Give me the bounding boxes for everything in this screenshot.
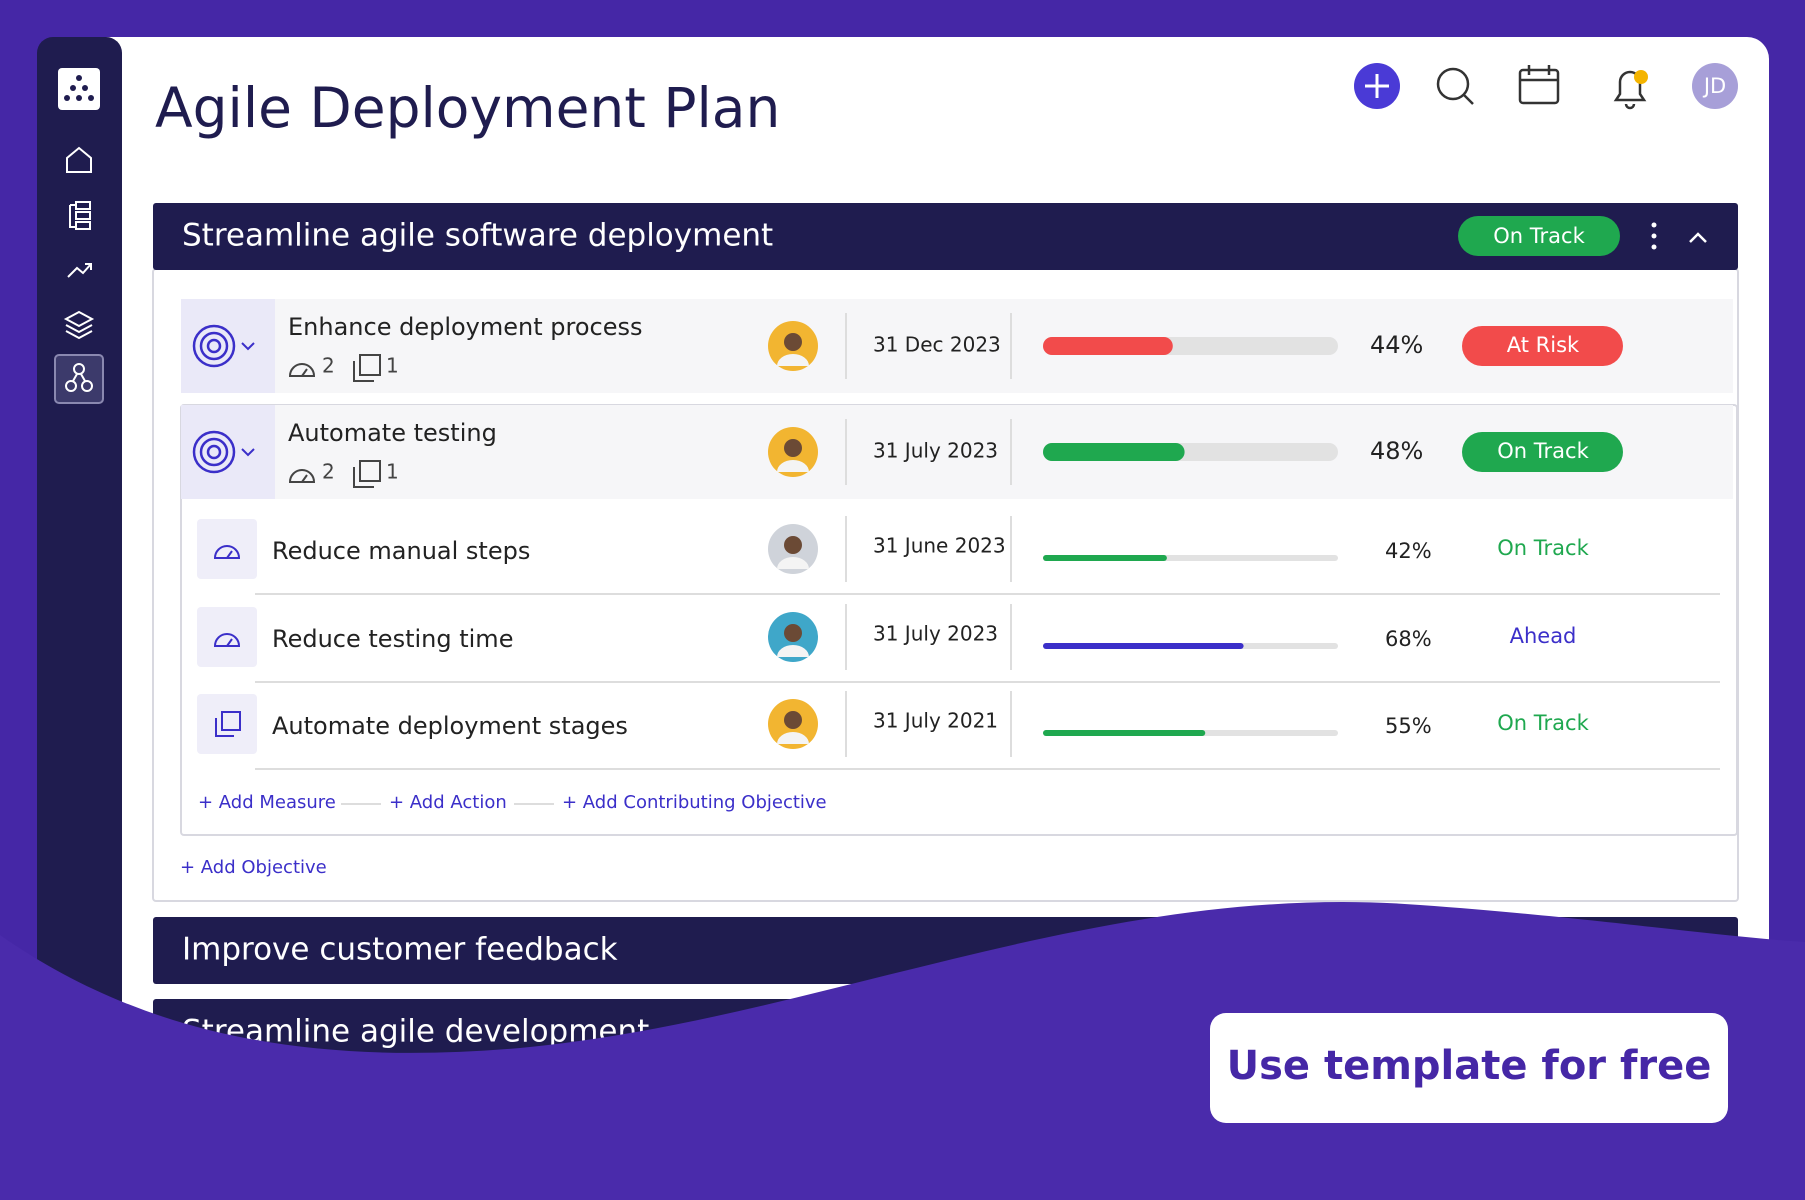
item-name: Automate testing xyxy=(288,419,497,447)
progress-bar xyxy=(1043,730,1206,736)
add-link[interactable]: + Add Contributing Objective xyxy=(562,792,827,813)
measure-icon xyxy=(288,363,316,377)
child-icon-box xyxy=(197,519,257,579)
progress-bar xyxy=(1043,443,1185,461)
add-icon xyxy=(1365,74,1389,98)
avatar-head xyxy=(784,333,802,351)
avatar-head xyxy=(784,439,802,457)
action-icon xyxy=(353,460,381,488)
status-label: On Track xyxy=(1497,439,1589,463)
progress-label: 68% xyxy=(1385,627,1432,651)
action-count: 1 xyxy=(386,460,399,484)
objective-title: Streamline agile software deployment xyxy=(182,218,773,254)
due-date: 31 June 2023 xyxy=(873,534,1006,558)
target-icon xyxy=(199,331,229,361)
action-count: 1 xyxy=(386,354,399,378)
target-icon xyxy=(192,324,236,368)
add-link[interactable]: + Add Measure xyxy=(198,792,336,813)
avatar-head xyxy=(784,711,802,729)
status-label: At Risk xyxy=(1507,333,1580,357)
action-icon xyxy=(353,354,381,382)
sidebar-icons[interactable] xyxy=(54,146,104,404)
avatar-head xyxy=(784,624,802,642)
progress-bar xyxy=(1043,555,1167,561)
objective-title: Improve customer feedback xyxy=(182,932,618,968)
measure-icon xyxy=(288,469,316,483)
cta-button[interactable] xyxy=(1210,1013,1728,1123)
cta-label: Use template for free xyxy=(1227,1043,1712,1089)
collapse-icon[interactable] xyxy=(1689,232,1707,243)
action-icon xyxy=(215,711,241,737)
background-wave xyxy=(0,902,1805,1200)
menu-dot[interactable] xyxy=(1651,244,1657,250)
child-name: Reduce testing time xyxy=(272,625,513,653)
add-link[interactable]: + Add Action xyxy=(389,792,507,813)
logo[interactable] xyxy=(58,68,100,110)
measure-count: 2 xyxy=(322,460,335,484)
progress-label: 48% xyxy=(1370,437,1423,465)
user-initials: JD xyxy=(1702,74,1726,98)
due-date: 31 Dec 2023 xyxy=(873,333,1001,357)
user-avatar[interactable] xyxy=(1692,63,1738,109)
child-icon-box xyxy=(197,694,257,754)
menu-dot[interactable] xyxy=(1651,222,1657,228)
toolbar-icons[interactable] xyxy=(1436,65,1647,110)
status-label: On Track xyxy=(1493,224,1585,248)
progress-label: 55% xyxy=(1385,714,1432,738)
avatar-body xyxy=(777,557,809,569)
status-pill xyxy=(1458,216,1620,256)
menu-dot[interactable] xyxy=(1651,233,1657,239)
target-icon xyxy=(206,444,222,460)
progress-label: 44% xyxy=(1370,331,1423,359)
avatar-body xyxy=(777,460,809,472)
due-date: 31 July 2023 xyxy=(873,439,998,463)
status-pill xyxy=(1462,432,1623,472)
progress-bar xyxy=(1043,643,1244,649)
avatar-body xyxy=(777,645,809,657)
status-label: On Track xyxy=(1497,536,1589,560)
page-title: Agile Deployment Plan xyxy=(155,76,780,140)
add-objective[interactable]: + Add Objective xyxy=(180,857,327,878)
child-name: Automate deployment stages xyxy=(272,712,628,740)
avatar-body xyxy=(777,354,809,366)
avatar-body xyxy=(777,732,809,744)
child-icon-box xyxy=(197,607,257,667)
notification-dot xyxy=(1634,70,1648,84)
objective-header[interactable] xyxy=(153,203,1738,270)
target-icon xyxy=(206,338,222,354)
target-icon xyxy=(199,437,229,467)
progress-label: 42% xyxy=(1385,539,1432,563)
child-name: Reduce manual steps xyxy=(272,537,530,565)
item-name: Enhance deployment process xyxy=(288,313,643,341)
chevron xyxy=(241,448,255,457)
logo-mark xyxy=(64,75,94,101)
target-icon xyxy=(192,430,236,474)
due-date: 31 July 2023 xyxy=(873,622,998,646)
sidebar xyxy=(37,37,122,1200)
status-label: Ahead xyxy=(1510,624,1577,648)
status-label: On Track xyxy=(1497,711,1589,735)
measure-icon xyxy=(213,633,241,647)
measure-count: 2 xyxy=(322,354,335,378)
status-pill xyxy=(1462,326,1623,366)
avatar-head xyxy=(784,536,802,554)
measure-icon xyxy=(213,545,241,559)
due-date: 31 July 2021 xyxy=(873,709,998,733)
progress-bar xyxy=(1043,337,1173,355)
chevron xyxy=(241,342,255,351)
